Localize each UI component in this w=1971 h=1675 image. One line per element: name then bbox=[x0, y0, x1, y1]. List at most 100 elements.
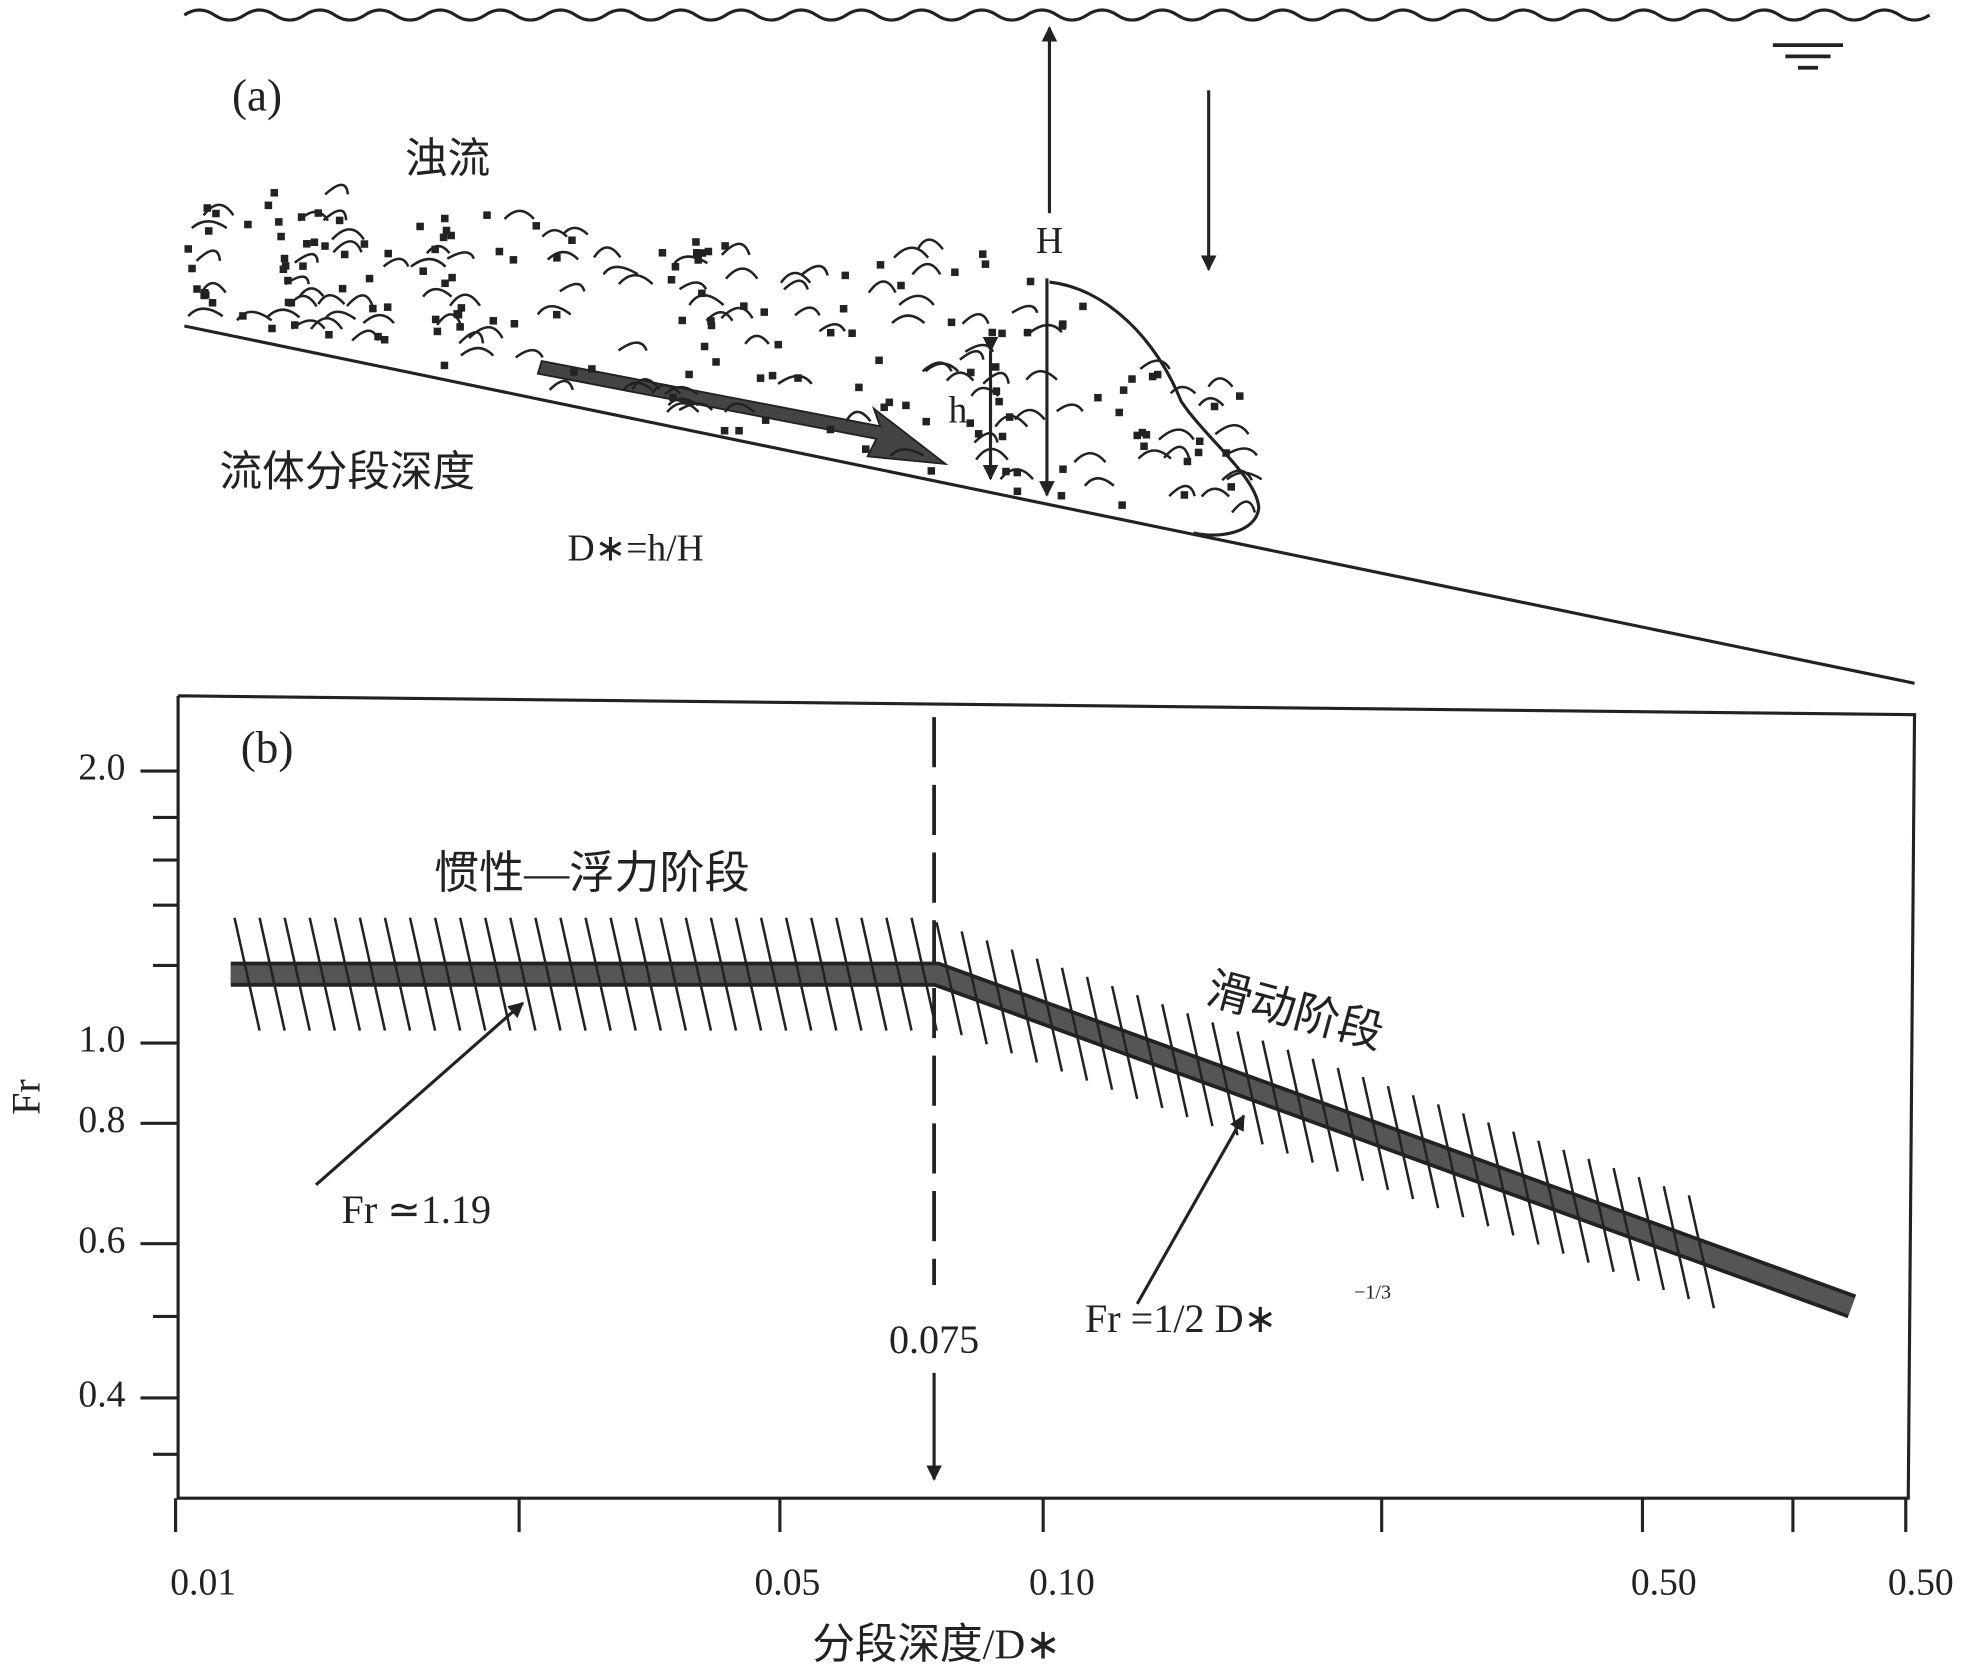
particle bbox=[1195, 437, 1204, 446]
particle bbox=[902, 401, 910, 410]
particle bbox=[967, 368, 975, 377]
particle bbox=[568, 236, 576, 244]
particle bbox=[281, 262, 290, 270]
stage-1: 惯性—浮力阶段 bbox=[434, 848, 750, 898]
particle bbox=[992, 387, 1001, 395]
particle bbox=[360, 240, 369, 248]
eddy bbox=[458, 331, 485, 345]
eddy bbox=[202, 203, 235, 217]
pointer-2 bbox=[1135, 1114, 1246, 1305]
eddy bbox=[800, 264, 829, 277]
hatch bbox=[1411, 1094, 1440, 1209]
particle bbox=[1128, 375, 1136, 383]
particle bbox=[1183, 457, 1192, 466]
particle bbox=[721, 242, 729, 250]
eddy bbox=[266, 308, 301, 319]
eddy bbox=[1139, 359, 1171, 370]
particle bbox=[761, 416, 770, 424]
eddy bbox=[1224, 447, 1258, 457]
particle bbox=[483, 211, 491, 219]
particle bbox=[1227, 483, 1235, 491]
particle bbox=[208, 299, 217, 307]
eddy bbox=[631, 378, 661, 391]
eddy bbox=[561, 226, 589, 236]
hatch bbox=[1211, 1022, 1239, 1136]
eddy bbox=[898, 294, 935, 306]
particle bbox=[1026, 277, 1035, 286]
hatch bbox=[985, 940, 1014, 1054]
eddy bbox=[422, 287, 453, 298]
particle bbox=[1153, 370, 1162, 379]
eddy bbox=[559, 282, 586, 293]
hatch bbox=[1311, 1058, 1340, 1172]
particle bbox=[988, 328, 997, 337]
fr-curve bbox=[230, 961, 1857, 1319]
eddy bbox=[911, 262, 942, 276]
water-surface bbox=[183, 8, 1931, 22]
particle bbox=[698, 249, 707, 257]
hatch bbox=[509, 917, 537, 1031]
hatch bbox=[1261, 1040, 1289, 1154]
particle bbox=[303, 240, 311, 248]
particle bbox=[275, 218, 283, 226]
eddy bbox=[436, 313, 463, 326]
eddy bbox=[666, 402, 700, 413]
eddy bbox=[351, 329, 380, 342]
particle bbox=[855, 383, 863, 392]
hatch bbox=[910, 917, 938, 1031]
eddy bbox=[546, 250, 580, 261]
hatch bbox=[1336, 1067, 1365, 1182]
x-tick-label: 0.01 bbox=[170, 1562, 236, 1604]
particle bbox=[826, 328, 835, 337]
hatch bbox=[810, 917, 838, 1031]
eddy bbox=[1221, 469, 1253, 482]
eddy bbox=[446, 251, 475, 260]
particle bbox=[431, 315, 440, 324]
hatch bbox=[1060, 967, 1089, 1081]
particle bbox=[1023, 328, 1032, 337]
particle bbox=[447, 231, 455, 240]
particle bbox=[495, 247, 504, 256]
eddy bbox=[468, 325, 504, 340]
y-axis-label: Fr bbox=[3, 1079, 48, 1115]
particle bbox=[1118, 501, 1126, 509]
eddy bbox=[961, 313, 990, 325]
particle bbox=[201, 289, 209, 297]
hatch bbox=[484, 917, 512, 1031]
particle bbox=[826, 425, 835, 434]
eddy bbox=[322, 209, 348, 222]
particle bbox=[510, 320, 519, 328]
eddy bbox=[410, 257, 447, 268]
hatch bbox=[860, 917, 888, 1031]
particle bbox=[839, 304, 848, 313]
particle bbox=[735, 426, 743, 435]
hatch bbox=[333, 917, 362, 1031]
eddy bbox=[678, 402, 714, 412]
hatch bbox=[784, 917, 813, 1031]
hatch bbox=[1537, 1140, 1565, 1254]
eddy bbox=[973, 432, 999, 444]
eddy bbox=[617, 273, 654, 285]
particle bbox=[416, 222, 424, 231]
eddy bbox=[602, 265, 639, 276]
eddy bbox=[1055, 403, 1084, 413]
eddy bbox=[1025, 369, 1058, 381]
eddy bbox=[1029, 323, 1063, 334]
eddy bbox=[1158, 428, 1195, 441]
eddy bbox=[514, 348, 544, 359]
eddy bbox=[1011, 304, 1039, 314]
eddy bbox=[1169, 385, 1197, 395]
particle bbox=[698, 289, 706, 298]
particle bbox=[707, 321, 716, 330]
particle bbox=[694, 256, 702, 264]
particle bbox=[441, 279, 449, 288]
annotation-2: Fr =1/2 D∗ bbox=[1085, 1296, 1277, 1341]
particle bbox=[270, 189, 279, 197]
eddy bbox=[720, 242, 751, 256]
hatch bbox=[1637, 1176, 1665, 1291]
eddy bbox=[298, 287, 325, 297]
panel-b-label: (b) bbox=[241, 723, 294, 773]
particle bbox=[1138, 428, 1147, 437]
annotation-2-exponent: −1/3 bbox=[1354, 1281, 1391, 1303]
particle bbox=[794, 374, 802, 382]
